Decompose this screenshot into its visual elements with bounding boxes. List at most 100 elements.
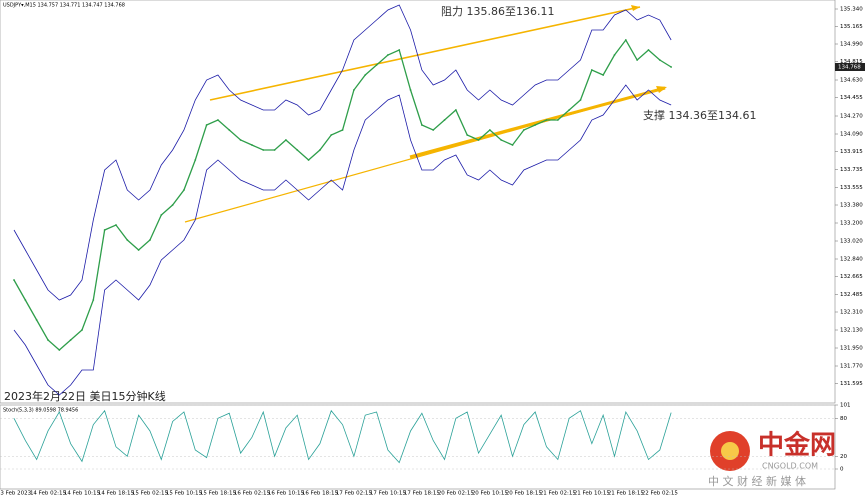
price-point <box>454 109 457 111</box>
price-point <box>647 49 650 51</box>
slogan: 中 文 财 经 新 媒 体 <box>708 474 806 488</box>
y-tick-label: 134.270 <box>840 114 863 120</box>
price-point <box>398 49 401 51</box>
y-tick-label: 132.485 <box>840 292 863 298</box>
arrow <box>631 5 640 11</box>
x-tick-label: 21 Feb 02:15 <box>540 491 577 497</box>
y-tick-label: 133.380 <box>840 203 863 209</box>
x-tick-label: 17 Feb 18:15 <box>404 491 441 497</box>
price-point <box>466 134 469 136</box>
watermark: 中金网 CNGOLD.COM 中 文 财 经 新 媒 体 <box>708 430 836 489</box>
price-point <box>228 129 231 131</box>
logo-icon <box>721 442 739 460</box>
price-point <box>602 74 605 76</box>
price-point <box>534 124 537 126</box>
price-point <box>285 139 287 141</box>
price-point <box>205 124 208 126</box>
y-tick-label: 133.200 <box>840 221 863 227</box>
price-point <box>341 129 344 131</box>
price-point <box>35 319 38 321</box>
price-point <box>296 149 299 151</box>
price-point <box>500 139 503 141</box>
site: CNGOLD.COM <box>762 462 818 471</box>
y-tick-label: 131.595 <box>840 381 863 387</box>
stoch-panel <box>0 404 836 490</box>
x-tick-label: 15 Feb 10:15 <box>166 491 203 497</box>
price-point <box>273 149 276 151</box>
x-tick-label: 16 Feb 18:15 <box>302 491 339 497</box>
y-tick-label: 131.950 <box>840 346 863 352</box>
arrow <box>656 86 667 93</box>
price-point <box>239 139 242 141</box>
y-tick-label: 132.130 <box>840 328 863 334</box>
price-point <box>636 59 639 61</box>
price-point <box>590 69 593 71</box>
price-point <box>353 89 355 91</box>
x-tick-label: 16 Feb 02:15 <box>234 491 271 497</box>
x-tick-label: 21 Feb 18:15 <box>608 491 645 497</box>
x-tick-label: 13 Feb 2023 <box>0 491 32 497</box>
y-tick-label: 133.555 <box>840 185 863 191</box>
price-point <box>149 239 151 241</box>
price-point <box>171 204 174 206</box>
y-tick-label: 133.735 <box>840 167 863 173</box>
stoch-line <box>13 409 672 464</box>
y-tick-label: 133.020 <box>840 239 863 245</box>
price-point <box>386 54 389 56</box>
price-point <box>103 229 106 231</box>
last-price: 134.768 <box>838 65 861 71</box>
price-point <box>613 54 616 56</box>
price-point <box>545 119 548 121</box>
price-point <box>658 59 661 61</box>
price-point <box>69 339 72 341</box>
y-tick-label: 20 <box>840 454 847 460</box>
x-tick-label: 20 Feb 10:15 <box>472 491 509 497</box>
price-point <box>432 129 435 131</box>
price-point <box>443 119 446 121</box>
x-tick-label: 16 Feb 10:15 <box>268 491 305 497</box>
price-point <box>58 349 61 351</box>
price-point <box>556 119 559 121</box>
price-point <box>409 89 412 91</box>
price-point <box>307 159 310 161</box>
price-point <box>568 109 571 111</box>
price-point <box>477 139 480 141</box>
price-point <box>488 129 491 131</box>
support-label: 支撑 134.36至134.61 <box>643 108 756 122</box>
y-tick-label: 134.630 <box>840 78 863 84</box>
resistance-line <box>209 6 641 101</box>
caption: 2023年2月22日 美日15分钟K线 <box>4 389 166 403</box>
price-point <box>217 119 219 121</box>
x-tick-label: 22 Feb 02:15 <box>642 491 679 497</box>
price-point <box>319 149 321 151</box>
x-tick-label: 15 Feb 02:15 <box>132 491 169 497</box>
price-point <box>420 124 423 126</box>
price-point <box>624 39 627 41</box>
price-point <box>115 224 117 226</box>
x-tick-label: 20 Feb 02:15 <box>438 491 475 497</box>
support-line <box>409 86 666 159</box>
price-point <box>137 249 140 251</box>
y-tick-label: 132.665 <box>840 274 863 280</box>
y-tick-label: 133.915 <box>840 149 863 155</box>
y-tick-label: 101 <box>840 403 851 409</box>
y-tick-label: 134.990 <box>840 42 863 48</box>
x-tick-label: 15 Feb 18:15 <box>200 491 237 497</box>
logo-text: 中金网 <box>758 430 836 461</box>
y-tick-label: 80 <box>840 416 847 422</box>
x-tick-label: 14 Feb 10:15 <box>64 491 101 497</box>
y-tick-label: 135.165 <box>840 24 863 30</box>
price-point <box>81 329 83 331</box>
price-point <box>160 214 163 216</box>
price-point <box>47 339 49 341</box>
price-point <box>92 299 95 301</box>
price-point <box>670 66 673 68</box>
y-tick-label: 134.090 <box>840 132 863 138</box>
x-tick-label: 17 Feb 02:15 <box>336 491 373 497</box>
price-point <box>194 159 197 161</box>
y-tick-label: 0 <box>840 467 844 473</box>
x-tick-label: 14 Feb 02:15 <box>30 491 67 497</box>
price-panel <box>0 0 836 404</box>
x-tick-label: 20 Feb 18:15 <box>506 491 543 497</box>
